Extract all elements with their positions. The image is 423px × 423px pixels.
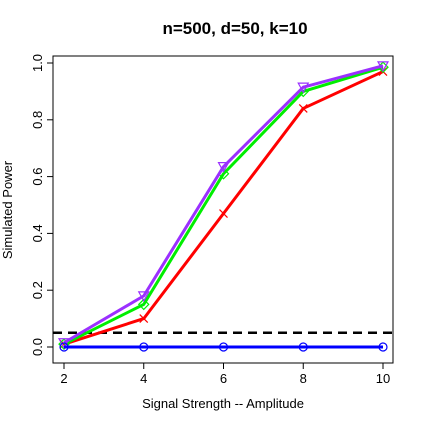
y-axis-label: Simulated Power xyxy=(0,160,15,259)
series-2-point-1 xyxy=(137,298,150,311)
series-1-point-2 xyxy=(219,209,228,218)
series-1-point-1 xyxy=(139,314,149,324)
series-0-point-4 xyxy=(378,342,388,352)
series-line-3 xyxy=(63,64,384,345)
x-axis-label: Signal Strength -- Amplitude xyxy=(142,396,304,411)
series-3-point-4 xyxy=(376,61,390,73)
series-0-point-3 xyxy=(298,342,308,352)
y-tick-label-3: 0.6 xyxy=(30,168,45,186)
y-axis: 0.0 0.2 0.4 0.6 0.8 1.0 xyxy=(30,54,53,356)
series-1 xyxy=(59,67,388,349)
y-tick-label-5: 1.0 xyxy=(30,54,45,72)
y-tick-label-0: 0.0 xyxy=(30,338,45,356)
plot-box xyxy=(52,55,394,364)
series-3-point-2 xyxy=(217,162,230,173)
series-0-point-0 xyxy=(59,342,69,352)
x-axis: 2 4 6 8 10 xyxy=(60,363,390,386)
series-2 xyxy=(58,61,389,351)
series-3-point-3 xyxy=(297,82,310,94)
series-1-point-3 xyxy=(298,104,308,113)
x-tick-label-3: 8 xyxy=(300,371,307,386)
chart-title: n=500, d=50, k=10 xyxy=(162,19,307,38)
series-3 xyxy=(57,61,390,349)
series-layer xyxy=(57,61,390,352)
x-tick-label-0: 2 xyxy=(60,371,67,386)
x-tick-label-2: 6 xyxy=(220,371,227,386)
series-0-point-1 xyxy=(139,342,149,352)
series-line-1 xyxy=(63,70,384,346)
series-0-point-2 xyxy=(218,342,229,352)
series-0 xyxy=(59,342,388,352)
series-line-2 xyxy=(63,65,384,346)
y-tick-label-4: 0.8 xyxy=(30,111,45,129)
y-tick-label-2: 0.4 xyxy=(30,224,45,242)
series-3-point-1 xyxy=(137,291,150,303)
x-tick-label-4: 10 xyxy=(376,371,390,386)
y-tick-label-1: 0.2 xyxy=(30,281,45,299)
x-tick-label-1: 4 xyxy=(140,371,147,386)
